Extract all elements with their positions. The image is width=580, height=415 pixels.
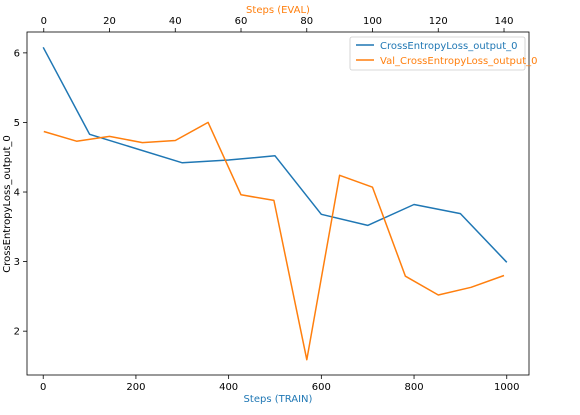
legend-label-train: CrossEntropyLoss_output_0 xyxy=(380,41,518,52)
x-tick-label: 800 xyxy=(404,382,423,393)
x-tick-label: 400 xyxy=(219,382,238,393)
x2-tick-label: 140 xyxy=(494,16,513,27)
x2-axis-title: Steps (EVAL) xyxy=(246,5,310,16)
legend-label-val: Val_CrossEntropyLoss_output_0 xyxy=(380,56,538,67)
x2-tick-label: 120 xyxy=(429,16,448,27)
legend-box xyxy=(349,36,526,71)
series-line-train xyxy=(42,46,508,263)
y-tick-label: 2 xyxy=(14,327,20,338)
plot-frame xyxy=(26,31,530,376)
x2-tick-label: 40 xyxy=(169,16,182,27)
x2-tick-label: 0 xyxy=(41,16,47,27)
x2-tick-label: 60 xyxy=(235,16,248,27)
y-tick-label: 4 xyxy=(14,188,20,199)
x2-tick-label: 20 xyxy=(103,16,116,27)
y-tick-label: 3 xyxy=(14,257,20,268)
x-tick-label: 200 xyxy=(126,382,145,393)
x2-tick-label: 80 xyxy=(300,16,313,27)
y-tick-label: 6 xyxy=(14,48,20,59)
x-tick-label: 0 xyxy=(40,382,46,393)
y-tick-label: 5 xyxy=(14,118,20,129)
series-layer xyxy=(42,46,508,361)
y-axis-title: CrossEntropyLoss_output_0 xyxy=(2,135,13,273)
x-axis-title: Steps (TRAIN) xyxy=(244,394,313,405)
x2-tick-label: 100 xyxy=(363,16,382,27)
series-line-val xyxy=(43,121,505,361)
legend: CrossEntropyLoss_output_0 Val_CrossEntro… xyxy=(349,36,538,71)
x-tick-label: 600 xyxy=(312,382,331,393)
tick-layer: 0 200 400 600 800 1000 0 20 40 60 80 100 120 140 2 3 4 5 6 xyxy=(14,16,520,393)
x-tick-label: 1000 xyxy=(494,382,519,393)
